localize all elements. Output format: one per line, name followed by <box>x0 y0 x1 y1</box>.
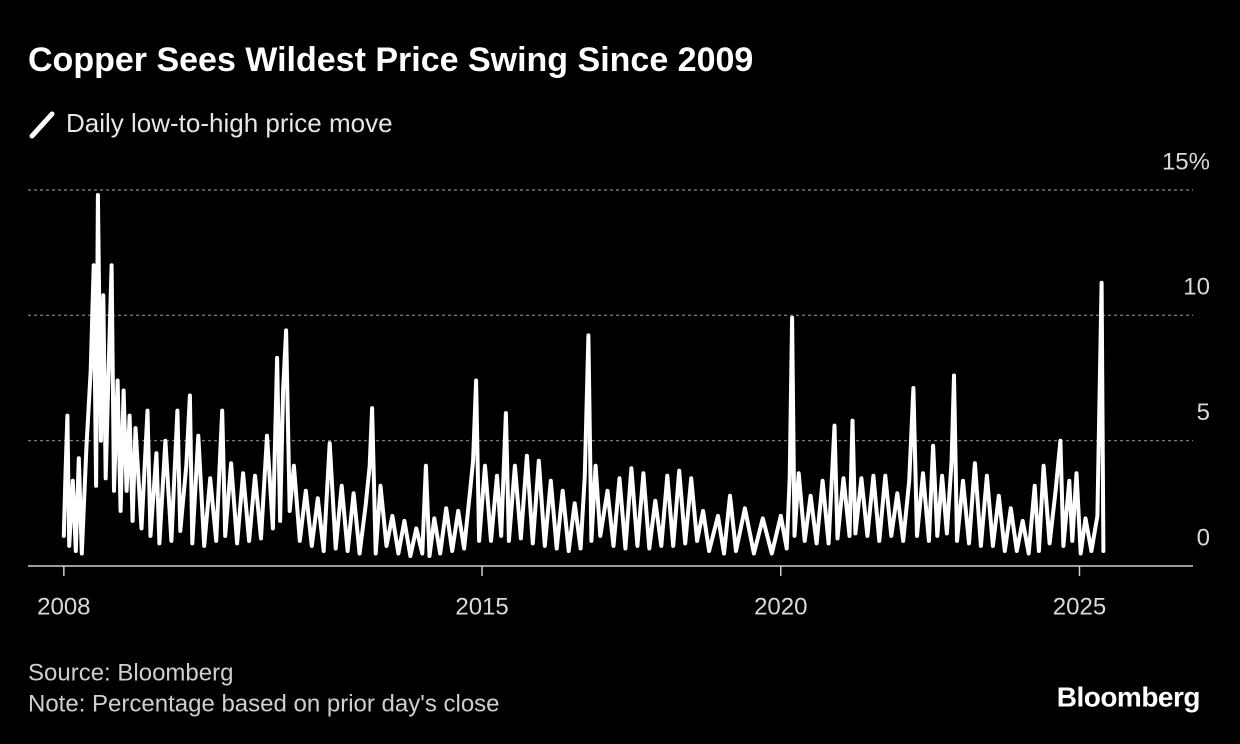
source: Source: Bloomberg <box>28 659 233 686</box>
y-tick-label: 10 <box>1183 274 1210 301</box>
x-tick-label: 2015 <box>455 593 508 620</box>
series-line <box>61 193 1106 558</box>
x-tick-label: 2020 <box>754 593 807 620</box>
x-tick-label: 2025 <box>1053 593 1106 620</box>
chart-title: Copper Sees Wildest Price Swing Since 20… <box>28 41 753 79</box>
brand-logo: Bloomberg <box>1057 681 1200 712</box>
y-tick-label: 15% <box>1162 148 1210 175</box>
y-tick-label: 5 <box>1197 399 1210 426</box>
x-tick-label: 2008 <box>37 593 90 620</box>
legend-label: Daily low-to-high price move <box>66 108 393 138</box>
y-tick-label: 0 <box>1197 524 1210 551</box>
note: Note: Percentage based on prior day's cl… <box>28 690 500 717</box>
legend-swatch <box>29 111 55 139</box>
